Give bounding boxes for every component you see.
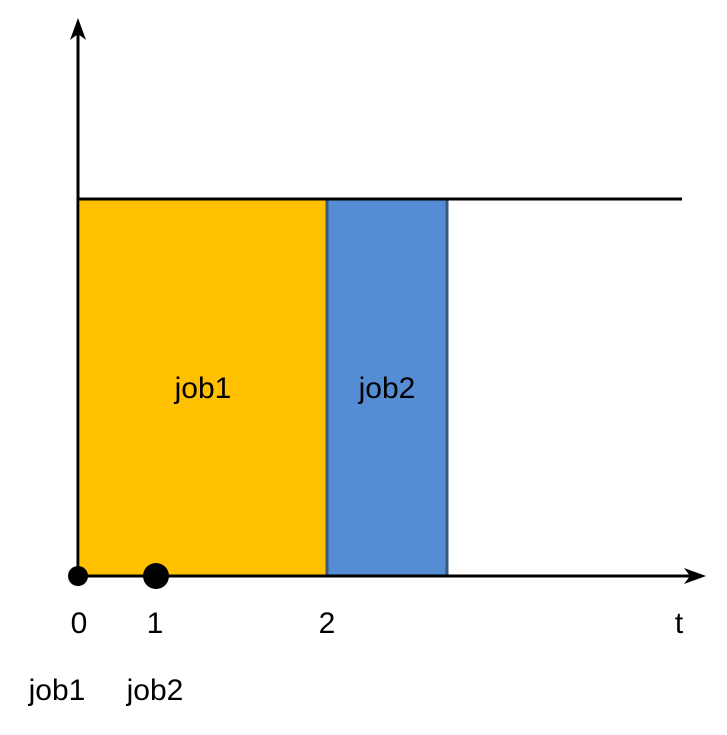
y-axis-arrowhead [70, 18, 86, 40]
job2-arrival-dot [143, 563, 169, 589]
tick-label-0: 0 [71, 607, 88, 640]
job2-block-label: job2 [358, 372, 416, 405]
x-axis-arrowhead [684, 568, 706, 584]
job1-arrival-dot [68, 566, 88, 586]
job1-block [80, 199, 327, 576]
tick-label-2: 2 [319, 607, 336, 640]
arrival-label-job2: job2 [126, 674, 184, 707]
time-axis-label: t [675, 607, 684, 640]
job1-block-label: job1 [174, 372, 232, 405]
tick-label-1: 1 [147, 607, 164, 640]
job2-block [327, 199, 447, 576]
arrival-label-job1: job1 [28, 674, 86, 707]
